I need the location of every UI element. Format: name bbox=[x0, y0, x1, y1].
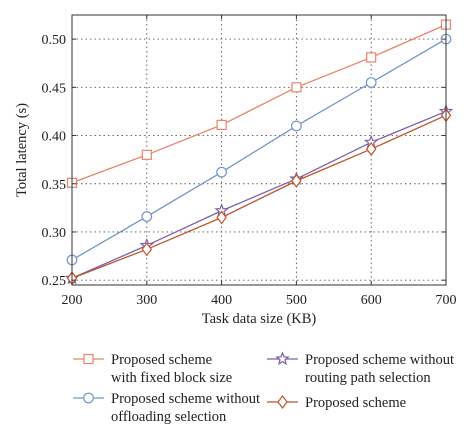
y-tick-label: 0.25 bbox=[42, 274, 67, 289]
x-tick-label: 500 bbox=[286, 293, 307, 308]
data-point bbox=[216, 166, 228, 178]
legend-label: offloading selection bbox=[111, 409, 227, 425]
legend-item: Proposed scheme without routing path sele… bbox=[267, 351, 454, 386]
x-axis-title: Task data size (KB) bbox=[202, 311, 317, 327]
x-tick-label: 700 bbox=[436, 293, 457, 308]
plot-frame bbox=[71, 14, 447, 286]
y-axis-title: Total latency (s) bbox=[14, 103, 30, 197]
legend-label: Proposed scheme bbox=[111, 352, 212, 368]
series-2 bbox=[66, 33, 452, 266]
data-point bbox=[216, 119, 227, 131]
legend-label: routing path selection bbox=[305, 370, 431, 386]
legend-item: Proposed scheme without offloading select… bbox=[73, 391, 260, 425]
legend-marker bbox=[275, 351, 290, 366]
series-4 bbox=[66, 108, 452, 286]
data-point bbox=[291, 120, 302, 132]
legend-marker bbox=[83, 353, 94, 365]
legend-marker bbox=[83, 392, 94, 404]
y-tick-label: 0.45 bbox=[42, 81, 67, 96]
data-point bbox=[141, 149, 152, 160]
data-point bbox=[141, 242, 153, 257]
y-tick-label: 0.35 bbox=[42, 178, 67, 193]
x-tick-label: 300 bbox=[136, 293, 157, 308]
x-tick-label: 200 bbox=[62, 293, 83, 308]
legend-label: Proposed scheme without bbox=[305, 352, 454, 368]
data-point bbox=[365, 142, 377, 157]
data-point bbox=[141, 211, 153, 222]
series-line bbox=[71, 110, 447, 279]
legend-item: Proposed scheme with fixed block size bbox=[73, 352, 232, 386]
y-tick-label: 0.30 bbox=[42, 226, 67, 241]
tick-labels: 200 300 400 500 600 700 0.25 0.30 0.35 0.40 0.45 0.… bbox=[42, 15, 457, 308]
data-point bbox=[216, 210, 227, 225]
legend-label: Proposed scheme bbox=[305, 395, 406, 411]
series-layer bbox=[64, 19, 454, 286]
legend-item: Proposed scheme bbox=[267, 395, 406, 411]
x-tick-label: 400 bbox=[211, 293, 232, 308]
legend-marker bbox=[277, 395, 288, 409]
legend-label: with fixed block size bbox=[111, 370, 232, 386]
series-1 bbox=[66, 19, 452, 188]
series-line bbox=[71, 114, 447, 279]
series-3 bbox=[64, 103, 454, 285]
data-point bbox=[365, 77, 377, 88]
data-point bbox=[366, 52, 377, 63]
series-line bbox=[71, 38, 447, 261]
grid bbox=[72, 15, 446, 285]
y-tick-label: 0.50 bbox=[42, 33, 67, 48]
x-tick-label: 600 bbox=[361, 293, 382, 308]
data-point bbox=[291, 173, 302, 188]
series-line bbox=[71, 24, 447, 184]
legend-label: Proposed scheme without bbox=[111, 391, 260, 407]
y-tick-label: 0.40 bbox=[42, 130, 67, 145]
data-point bbox=[291, 82, 302, 93]
